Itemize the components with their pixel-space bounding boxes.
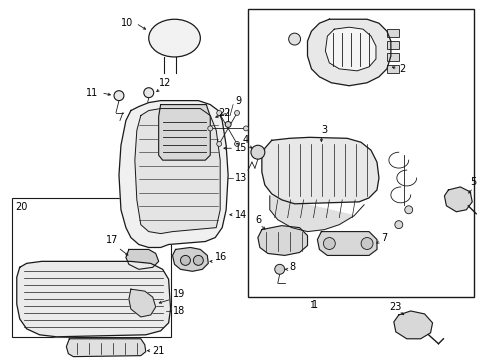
Text: 1: 1: [309, 301, 315, 310]
Circle shape: [394, 221, 402, 229]
Polygon shape: [172, 247, 208, 271]
Polygon shape: [317, 231, 376, 255]
Polygon shape: [129, 289, 155, 317]
Circle shape: [360, 238, 372, 249]
Ellipse shape: [148, 19, 200, 57]
Text: 17: 17: [106, 234, 118, 244]
Text: 9: 9: [235, 96, 241, 105]
Polygon shape: [126, 249, 158, 269]
Text: 23: 23: [388, 302, 401, 312]
Text: 8: 8: [289, 262, 295, 272]
Text: 20: 20: [15, 202, 27, 212]
Circle shape: [288, 33, 300, 45]
Bar: [12, 198, 170, 337]
Bar: [247, 9, 473, 297]
Text: 13: 13: [235, 173, 247, 183]
Text: 4: 4: [243, 135, 248, 145]
Circle shape: [243, 126, 248, 131]
Circle shape: [234, 141, 239, 147]
Text: 3: 3: [321, 125, 327, 135]
Polygon shape: [158, 105, 210, 160]
Text: 14: 14: [235, 210, 247, 220]
Circle shape: [234, 111, 239, 116]
Circle shape: [207, 126, 212, 131]
Bar: [386, 53, 398, 61]
Polygon shape: [393, 311, 432, 339]
Polygon shape: [119, 100, 228, 247]
Polygon shape: [257, 226, 307, 255]
Polygon shape: [66, 339, 145, 357]
Circle shape: [274, 264, 284, 274]
Bar: [386, 65, 398, 73]
Text: 2: 2: [398, 64, 404, 74]
Circle shape: [143, 88, 153, 98]
Circle shape: [323, 238, 335, 249]
Circle shape: [216, 111, 221, 116]
Circle shape: [193, 255, 203, 265]
Text: 15: 15: [235, 143, 247, 153]
Polygon shape: [444, 187, 471, 212]
Polygon shape: [325, 27, 375, 71]
Circle shape: [404, 206, 412, 214]
Text: 18: 18: [172, 306, 184, 316]
Text: 21: 21: [152, 346, 165, 356]
Polygon shape: [262, 137, 378, 204]
Text: 7: 7: [380, 233, 386, 243]
Text: 10: 10: [121, 18, 133, 28]
Text: 5: 5: [469, 177, 475, 187]
Circle shape: [250, 145, 264, 159]
Text: 16: 16: [215, 252, 227, 262]
Circle shape: [180, 255, 190, 265]
Text: 6: 6: [254, 215, 261, 225]
Polygon shape: [307, 19, 390, 86]
Text: 19: 19: [172, 289, 184, 299]
Polygon shape: [17, 261, 170, 337]
Circle shape: [216, 141, 221, 147]
Polygon shape: [135, 109, 220, 234]
Circle shape: [114, 91, 123, 100]
Text: 11: 11: [86, 88, 98, 98]
Text: 22: 22: [218, 108, 230, 117]
Bar: [386, 29, 398, 37]
Circle shape: [224, 121, 231, 127]
Text: 12: 12: [158, 78, 171, 88]
Text: 1: 1: [311, 300, 317, 310]
Bar: [386, 41, 398, 49]
Polygon shape: [269, 196, 353, 231]
